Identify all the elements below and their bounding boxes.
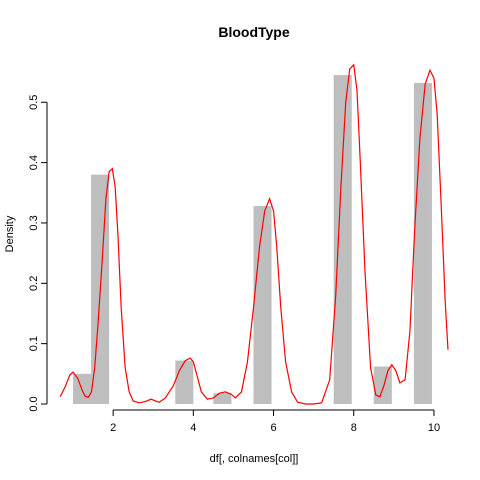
x-tick-label-2: 2 <box>110 422 116 434</box>
y-tick-label-5: 0.5 <box>28 95 40 110</box>
histogram-bar-4 <box>213 393 232 404</box>
y-tick-label-0: 0.0 <box>28 396 40 411</box>
histogram-bars <box>73 75 432 405</box>
density-curve <box>59 63 449 405</box>
y-tick-label-1: 0.1 <box>28 336 40 351</box>
y-tick-label-2: 0.2 <box>28 276 40 291</box>
histogram-bar-6 <box>333 75 352 405</box>
x-tick-label-8: 8 <box>351 422 357 434</box>
histogram-bar-3 <box>175 360 194 404</box>
chart-title: BloodType <box>218 24 290 40</box>
y-axis-label: Density <box>4 215 16 252</box>
histogram-bar-7 <box>373 366 392 404</box>
x-tick-label-6: 6 <box>270 422 276 434</box>
y-tick-label-4: 0.4 <box>28 155 40 170</box>
x-tick-label-4: 4 <box>190 422 196 434</box>
histogram-bar-8 <box>413 82 432 404</box>
x-axis-label: df[, colnames[col]] <box>210 453 299 465</box>
x-tick-label-10: 10 <box>428 422 440 434</box>
x-axis: 2 4 6 8 10 <box>110 409 440 434</box>
y-tick-label-3: 0.3 <box>28 215 40 230</box>
y-axis: 0.0 0.1 0.2 0.3 0.4 0.5 <box>28 95 48 412</box>
histogram-bar-5 <box>253 206 272 404</box>
